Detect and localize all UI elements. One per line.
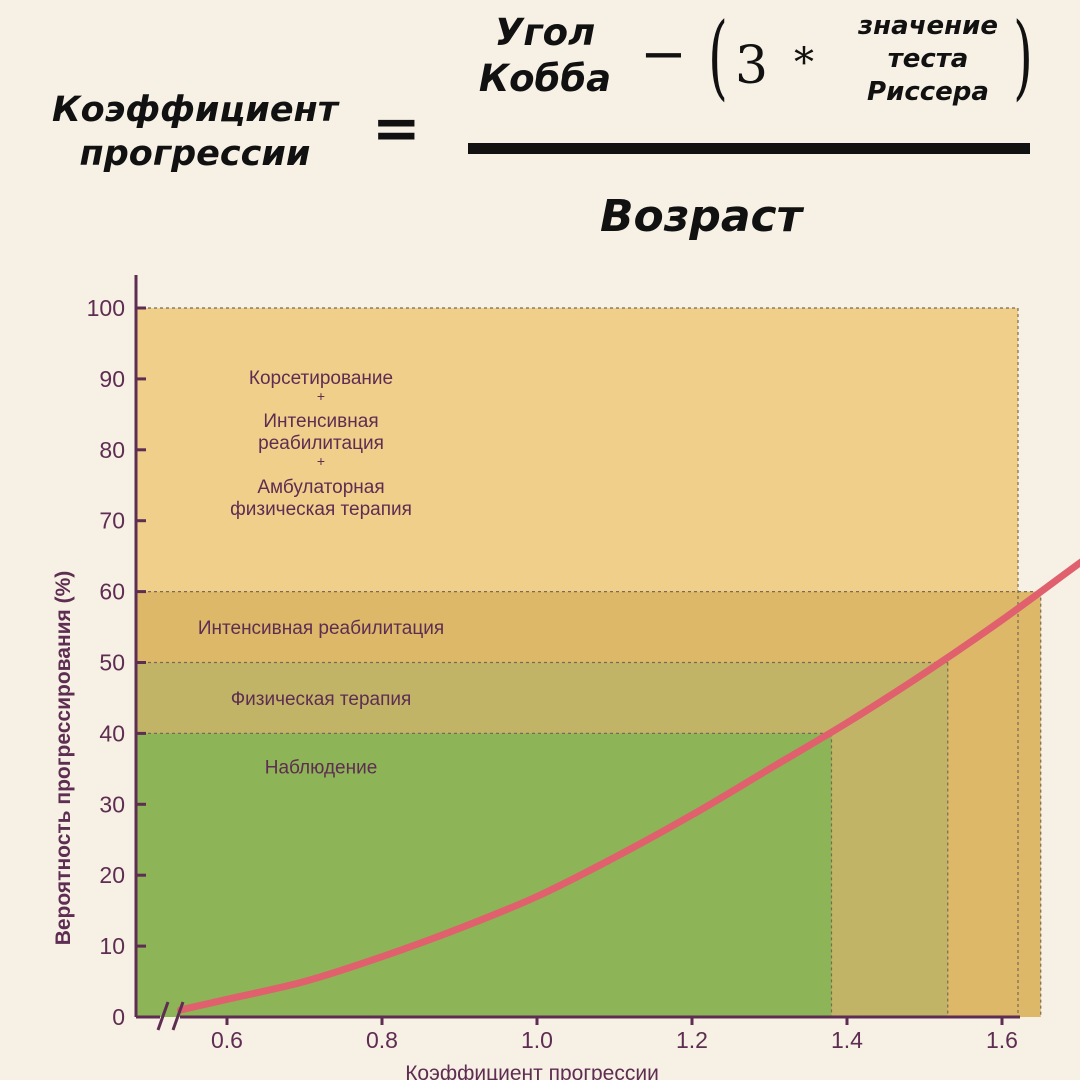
y-tick-label-9: 90 <box>99 366 125 392</box>
formula-equals: = <box>372 94 421 162</box>
formula-cobb-line2: Кобба <box>478 57 612 100</box>
formula-denominator: Возраст <box>600 191 803 242</box>
fraction-bar <box>468 143 1030 154</box>
y-tick-label-4: 40 <box>99 720 125 746</box>
y-tick-label-2: 20 <box>99 862 125 888</box>
formula-risser-line2: теста <box>887 44 969 74</box>
formula-paren-close: ) <box>1013 3 1033 110</box>
x-tick-label-0: 0.6 <box>211 1027 243 1053</box>
top-zone-label-line-0: Корсетирование <box>249 368 393 389</box>
top-zone-label-line-1: + <box>317 388 325 404</box>
formula-times: * <box>794 40 814 86</box>
y-tick-label-7: 70 <box>99 508 125 534</box>
top-zone-label-line-5: Амбулаторная <box>257 477 384 498</box>
chart-ticks: 0 10 20 30 40 50 60 70 80 90 100 0.6 0.8 1.0 1.2 1.4 1.6… <box>52 295 1018 1080</box>
x-tick-label-3: 1.2 <box>676 1027 708 1053</box>
zone-label-1: Физическая терапия <box>231 689 412 710</box>
top-zone-label-line-6: физическая терапия <box>230 499 412 520</box>
formula-minus: − <box>640 22 687 87</box>
top-zone-label-line-3: реабилитация <box>258 433 384 454</box>
y-tick-label-3: 30 <box>99 791 125 817</box>
y-tick-label-1: 10 <box>99 933 125 959</box>
y-axis-title: Вероятность прогрессирования (%) <box>52 571 75 946</box>
x-axis-title: Коэффициент прогрессии <box>405 1062 659 1080</box>
top-zone-label-line-2: Интенсивная <box>263 411 378 432</box>
formula-risser-line1: значение <box>858 11 998 41</box>
y-tick-label-0: 0 <box>112 1004 125 1030</box>
x-tick-label-4: 1.4 <box>831 1027 863 1053</box>
x-tick-label-5: 1.6 <box>986 1027 1018 1053</box>
formula-paren-open: ( <box>708 3 728 110</box>
axis-break-mark-2 <box>171 1001 185 1031</box>
probability-curve <box>177 558 1080 1014</box>
zone-area-3 <box>136 733 832 1017</box>
formula-risser: значение теста Риссера <box>838 10 1018 109</box>
formula-cobb-angle: Угол Кобба <box>455 10 635 102</box>
formula-lhs-line2: прогрессии <box>79 134 311 174</box>
axis-break-mark-1 <box>156 1001 170 1031</box>
formula-cobb-line1: Угол <box>494 11 596 54</box>
x-tick-label-1: 0.8 <box>366 1027 398 1053</box>
formula-lhs-line1: Коэффициент <box>51 90 339 130</box>
probability-curve-group <box>177 558 1080 1014</box>
y-tick-label-8: 80 <box>99 437 125 463</box>
x-tick-label-2: 1.0 <box>521 1027 553 1053</box>
zone-guide-lines <box>136 307 1042 1017</box>
formula-risser-line3: Риссера <box>867 77 989 107</box>
y-tick-label-5: 50 <box>99 650 125 676</box>
formula-three: 3 <box>735 36 769 96</box>
y-tick-label-10: 100 <box>87 295 125 321</box>
top-zone-label-line-4: + <box>317 453 325 469</box>
y-tick-label-6: 60 <box>99 579 125 605</box>
zone-label-0: Наблюдение <box>265 757 378 778</box>
formula-lhs: Коэффициент прогрессии <box>30 88 360 176</box>
zone-label-2: Интенсивная реабилитация <box>198 618 444 639</box>
zone-labels: Наблюдение Физическая терапия Интенсивная … <box>198 368 444 778</box>
